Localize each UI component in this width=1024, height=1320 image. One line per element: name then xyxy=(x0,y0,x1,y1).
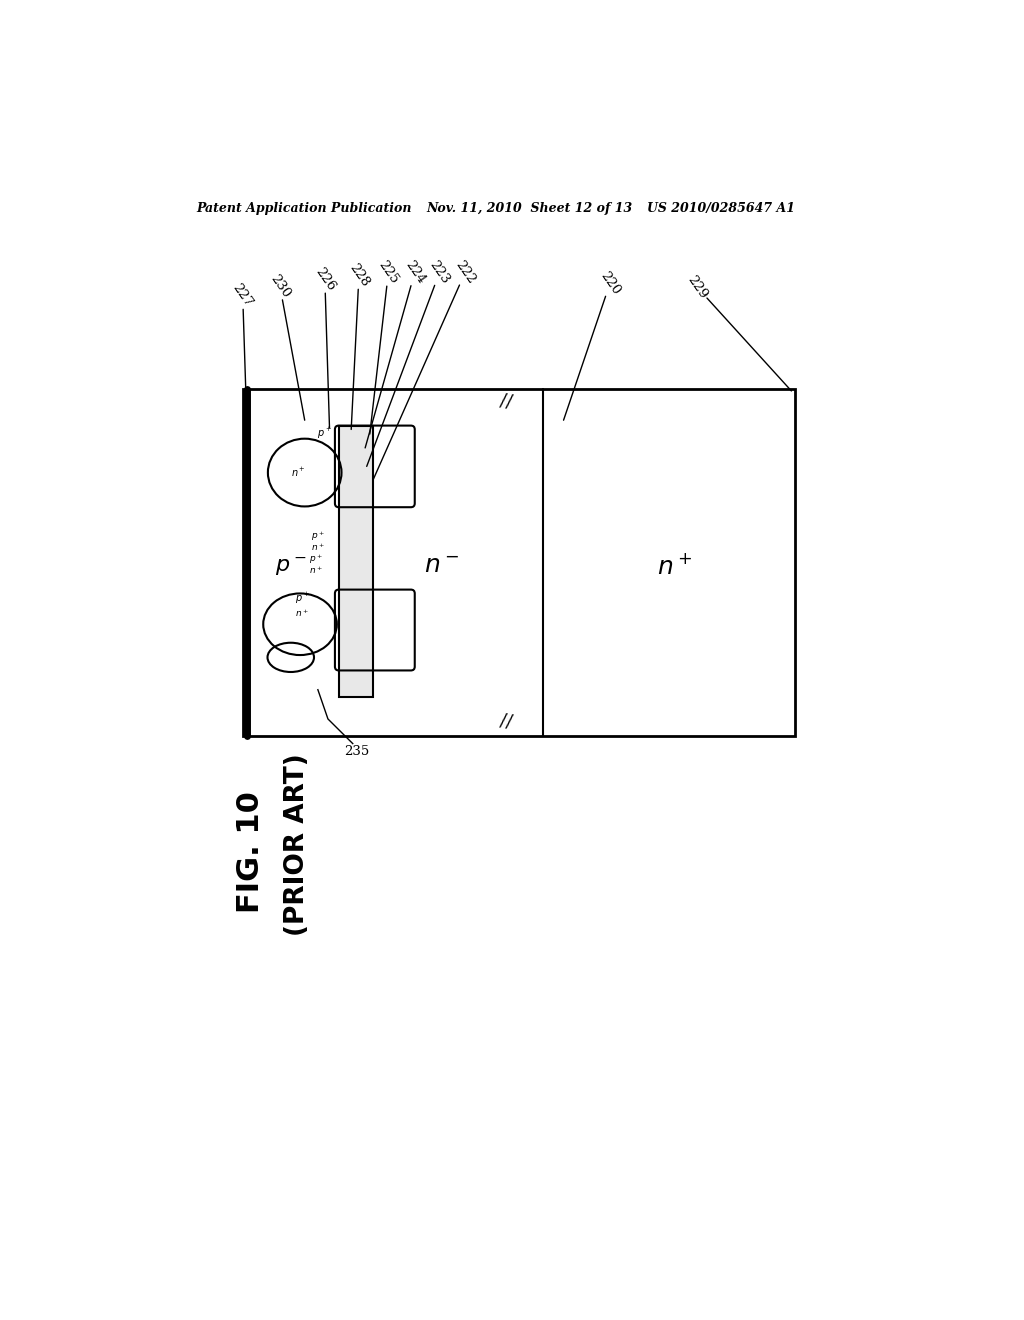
Text: US 2010/0285647 A1: US 2010/0285647 A1 xyxy=(647,202,796,215)
Text: 220: 220 xyxy=(598,269,623,297)
Text: 230: 230 xyxy=(267,272,293,300)
Text: 229: 229 xyxy=(685,273,711,302)
Text: 225: 225 xyxy=(376,259,401,286)
Text: $n^-$: $n^-$ xyxy=(424,554,460,578)
Text: $n^+$: $n^+$ xyxy=(309,565,324,577)
Text: //: // xyxy=(499,392,514,412)
Text: $p^+$: $p^+$ xyxy=(311,529,325,543)
Text: $n^+$: $n^+$ xyxy=(311,541,325,553)
Text: $n^+$: $n^+$ xyxy=(291,466,306,479)
Text: 228: 228 xyxy=(346,261,372,289)
Text: $p^+$: $p^+$ xyxy=(316,426,332,441)
Text: $p^+$: $p^+$ xyxy=(295,591,310,606)
Bar xyxy=(339,426,373,697)
Text: (PRIOR ART): (PRIOR ART) xyxy=(284,754,310,936)
Text: 227: 227 xyxy=(230,281,255,309)
Text: Nov. 11, 2010  Sheet 12 of 13: Nov. 11, 2010 Sheet 12 of 13 xyxy=(426,202,633,215)
Text: 226: 226 xyxy=(312,265,338,293)
Text: 223: 223 xyxy=(427,259,453,286)
Text: $p^-$: $p^-$ xyxy=(275,556,306,578)
Text: $p^+$: $p^+$ xyxy=(309,552,324,566)
Text: $n^+$: $n^+$ xyxy=(656,554,692,579)
Text: //: // xyxy=(499,711,514,733)
Text: 235: 235 xyxy=(344,744,370,758)
Text: $n^+$: $n^+$ xyxy=(295,607,309,619)
Text: FIG. 10: FIG. 10 xyxy=(236,791,265,913)
Bar xyxy=(243,389,795,737)
Text: 222: 222 xyxy=(453,259,477,286)
Text: Patent Application Publication: Patent Application Publication xyxy=(197,202,412,215)
Text: 224: 224 xyxy=(402,259,427,286)
